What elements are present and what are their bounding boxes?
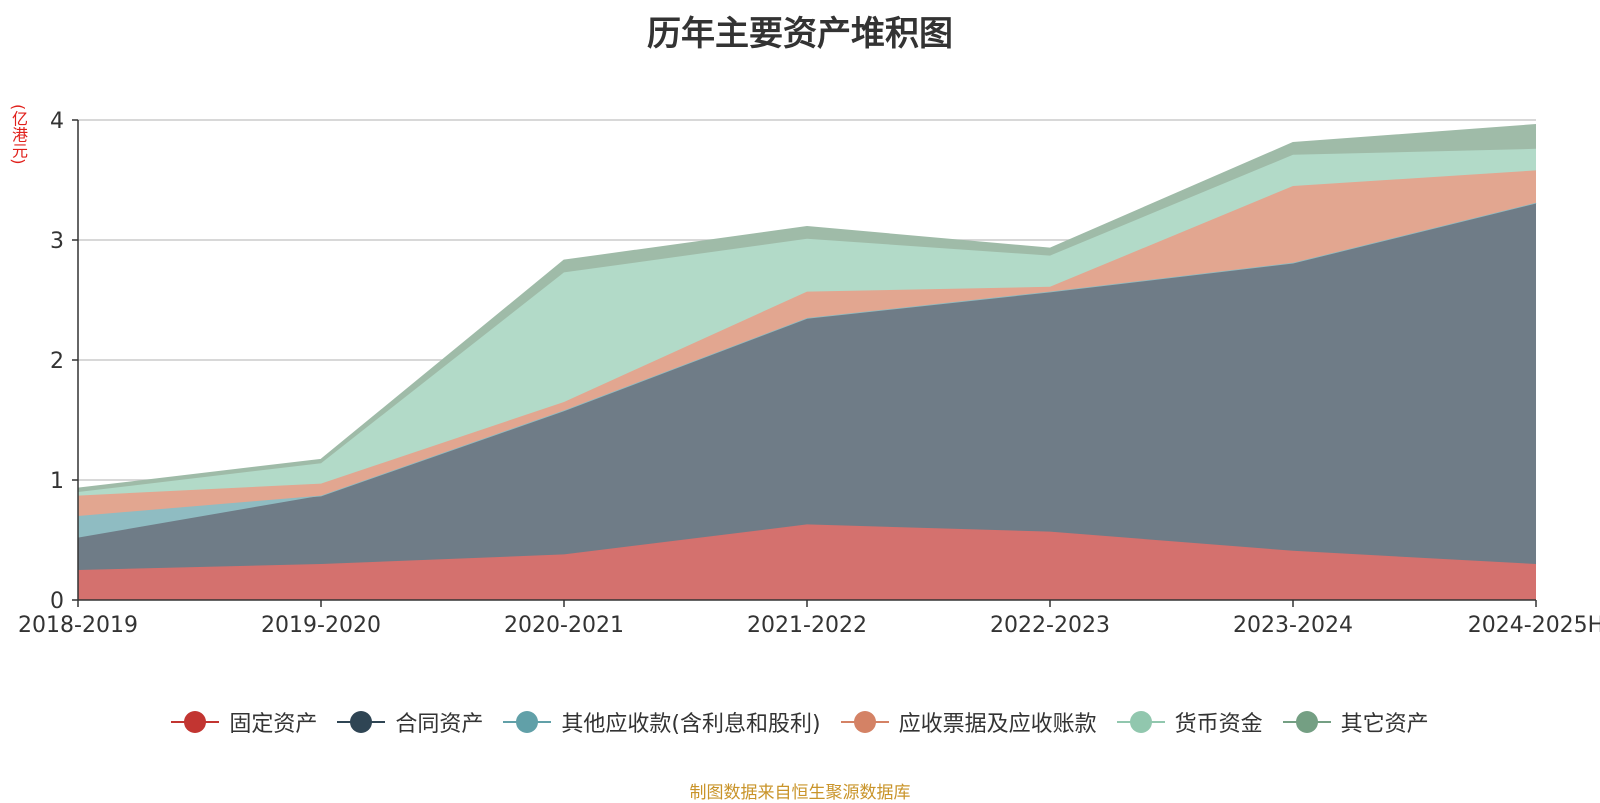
legend-marker-icon [337, 710, 386, 734]
legend-label: 其他应收款(含利息和股利) [561, 712, 821, 737]
legend-marker-icon [503, 710, 552, 734]
legend-label: 其它资产 [1340, 712, 1429, 737]
chart-legend: 固定资产 合同资产 其他应收款(含利息和股利) 应收票据及应收账款 货币资金 其它资产 [0, 706, 1600, 740]
legend-label: 固定资产 [229, 712, 318, 737]
y-axis-unit-label: (亿港元) [9, 104, 28, 165]
x-tick-label: 2021-2022 [747, 613, 867, 638]
area-series-1 [78, 202, 1536, 571]
chart-title: 历年主要资产堆积图 [647, 14, 953, 54]
legend-label: 货币资金 [1174, 712, 1263, 737]
area-series-4 [78, 148, 1536, 496]
y-tick-label: 3 [50, 229, 64, 254]
area-series-0 [78, 524, 1536, 600]
x-tick-label: 2020-2021 [504, 613, 624, 638]
legend-marker-icon [1282, 710, 1331, 734]
x-tick-label: 2019-2020 [261, 613, 381, 638]
legend-item[interactable]: 应收票据及应收账款 [840, 706, 1097, 738]
y-tick-label: 4 [50, 109, 64, 134]
legend-item[interactable]: 固定资产 [171, 706, 317, 738]
x-tick-label: 2018-2019 [18, 613, 138, 638]
y-tick-label: 1 [50, 469, 64, 494]
legend-marker-icon [1116, 710, 1165, 734]
x-tick-label: 2022-2023 [990, 613, 1110, 638]
area-series-3 [78, 170, 1536, 516]
y-tick-label: 2 [50, 349, 64, 374]
legend-label: 应收票据及应收账款 [898, 712, 1097, 737]
legend-item[interactable]: 其他应收款(含利息和股利) [503, 706, 821, 738]
x-tick-label: 2023-2024 [1233, 613, 1353, 638]
legend-marker-icon [171, 710, 220, 734]
y-tick-label: 0 [50, 589, 64, 614]
x-tick-label: 2024-2025H [1468, 613, 1600, 638]
legend-item[interactable]: 合同资产 [337, 706, 483, 738]
legend-label: 合同资产 [395, 712, 484, 737]
legend-marker-icon [840, 710, 889, 734]
legend-item[interactable]: 货币资金 [1116, 706, 1263, 738]
data-source-note: 制图数据来自恒生聚源数据库 [689, 783, 911, 803]
line-series-5 [77, 124, 1537, 490]
legend-item[interactable]: 其它资产 [1282, 706, 1429, 738]
